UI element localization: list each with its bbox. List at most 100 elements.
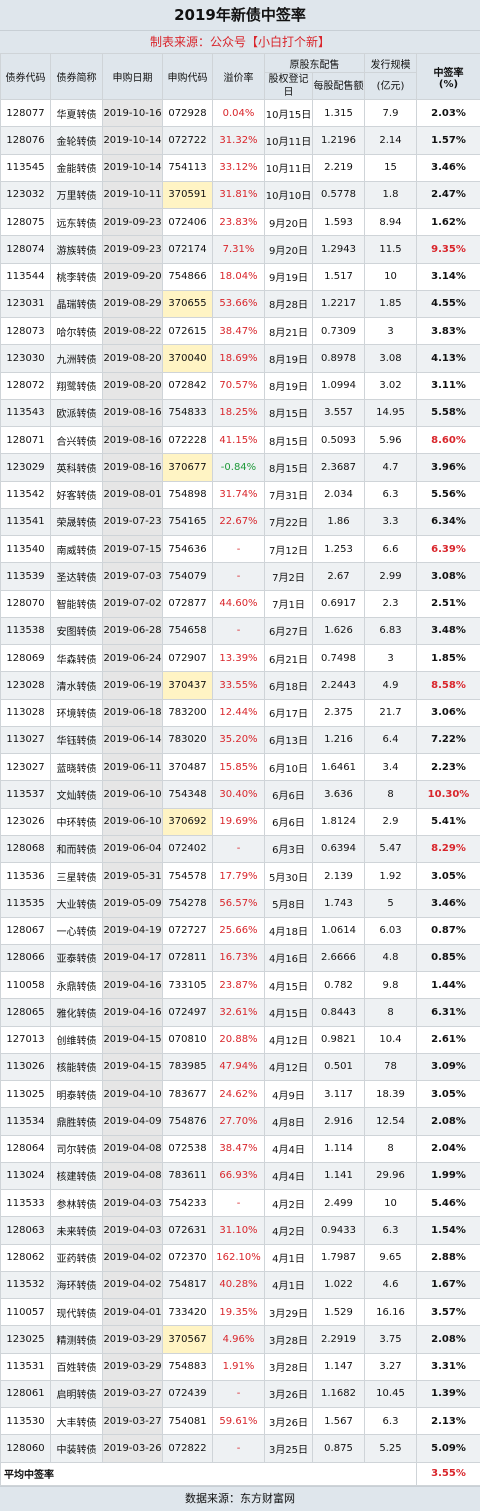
premium-cell: -0.84% [213,454,265,481]
apply-code-cell: 733420 [163,1299,213,1326]
bond-code-cell: 128064 [1,1135,51,1162]
bond-name-cell: 大丰转债 [51,1408,103,1435]
win-rate-cell: 1.57% [417,127,480,154]
apply-code-cell: 072631 [163,1217,213,1244]
issue-size-cell: 9.65 [365,1244,417,1271]
record-date-cell: 6月13日 [265,726,313,753]
win-rate-cell: 1.67% [417,1271,480,1298]
premium-cell: 41.15% [213,427,265,454]
bond-code-cell: 113539 [1,563,51,590]
bond-code-cell: 113025 [1,1081,51,1108]
apply-date-cell: 2019-08-29 [103,290,163,317]
per-share-cell: 2.375 [313,699,365,726]
premium-cell: 22.67% [213,508,265,535]
per-share-cell: 2.916 [313,1108,365,1135]
record-date-cell: 6月27日 [265,617,313,644]
apply-date-cell: 2019-10-16 [103,100,163,127]
apply-date-cell: 2019-04-15 [103,1026,163,1053]
apply-date-cell: 2019-07-15 [103,536,163,563]
apply-code-cell: 754578 [163,863,213,890]
bond-code-cell: 123027 [1,754,51,781]
per-share-cell: 3.117 [313,1081,365,1108]
header-win-rate-unit: (%) [439,79,458,90]
average-row: 平均中签率 3.55% [1,1462,480,1485]
premium-cell: 59.61% [213,1408,265,1435]
per-share-cell: 0.9433 [313,1217,365,1244]
apply-date-cell: 2019-04-02 [103,1271,163,1298]
page-title: 2019年新债中签率 [0,0,480,31]
win-rate-cell: 3.48% [417,617,480,644]
bond-code-cell: 128072 [1,372,51,399]
apply-date-cell: 2019-04-01 [103,1299,163,1326]
record-date-cell: 7月22日 [265,508,313,535]
premium-cell: 19.35% [213,1299,265,1326]
bond-code-cell: 128074 [1,236,51,263]
record-date-cell: 8月19日 [265,345,313,372]
per-share-cell: 0.7309 [313,318,365,345]
bond-code-cell: 123029 [1,454,51,481]
record-date-cell: 9月20日 [265,209,313,236]
premium-cell: 18.25% [213,399,265,426]
premium-cell: 7.31% [213,236,265,263]
apply-code-cell: 783611 [163,1162,213,1189]
per-share-cell: 0.5778 [313,181,365,208]
premium-cell: 162.10% [213,1244,265,1271]
issue-size-cell: 2.9 [365,808,417,835]
premium-cell: 38.47% [213,318,265,345]
per-share-cell: 0.782 [313,972,365,999]
header-premium: 溢价率 [213,54,265,100]
per-share-cell: 2.139 [313,863,365,890]
record-date-cell: 4月15日 [265,999,313,1026]
record-date-cell: 4月1日 [265,1271,313,1298]
win-rate-cell: 3.11% [417,372,480,399]
issue-size-cell: 10 [365,1190,417,1217]
apply-code-cell: 754081 [163,1408,213,1435]
apply-date-cell: 2019-03-27 [103,1408,163,1435]
win-rate-cell: 7.22% [417,726,480,753]
record-date-cell: 3月28日 [265,1326,313,1353]
apply-code-cell: 370567 [163,1326,213,1353]
bond-name-cell: 金轮转债 [51,127,103,154]
win-rate-cell: 2.51% [417,590,480,617]
bond-code-cell: 123026 [1,808,51,835]
issue-size-cell: 2.14 [365,127,417,154]
record-date-cell: 8月19日 [265,372,313,399]
apply-date-cell: 2019-06-10 [103,808,163,835]
win-rate-cell: 2.88% [417,1244,480,1271]
issue-size-cell: 8.94 [365,209,417,236]
issue-size-cell: 6.3 [365,1217,417,1244]
header-win-rate: 中签率 (%) [417,54,480,100]
apply-code-cell: 370040 [163,345,213,372]
bond-code-cell: 128062 [1,1244,51,1271]
bond-code-cell: 113027 [1,726,51,753]
bond-name-cell: 启明转债 [51,1380,103,1407]
record-date-cell: 4月4日 [265,1162,313,1189]
apply-date-cell: 2019-09-23 [103,236,163,263]
win-rate-cell: 9.35% [417,236,480,263]
apply-code-cell: 754113 [163,154,213,181]
bond-name-cell: 亚药转债 [51,1244,103,1271]
apply-code-cell: 733105 [163,972,213,999]
win-rate-cell: 3.09% [417,1053,480,1080]
issue-size-cell: 2.3 [365,590,417,617]
win-rate-cell: 2.08% [417,1108,480,1135]
premium-cell: 30.40% [213,781,265,808]
header-bond-code: 债券代码 [1,54,51,100]
per-share-cell: 1.147 [313,1353,365,1380]
record-date-cell: 8月21日 [265,318,313,345]
apply-code-cell: 072174 [163,236,213,263]
per-share-cell: 2.034 [313,481,365,508]
bond-name-cell: 参林转债 [51,1190,103,1217]
